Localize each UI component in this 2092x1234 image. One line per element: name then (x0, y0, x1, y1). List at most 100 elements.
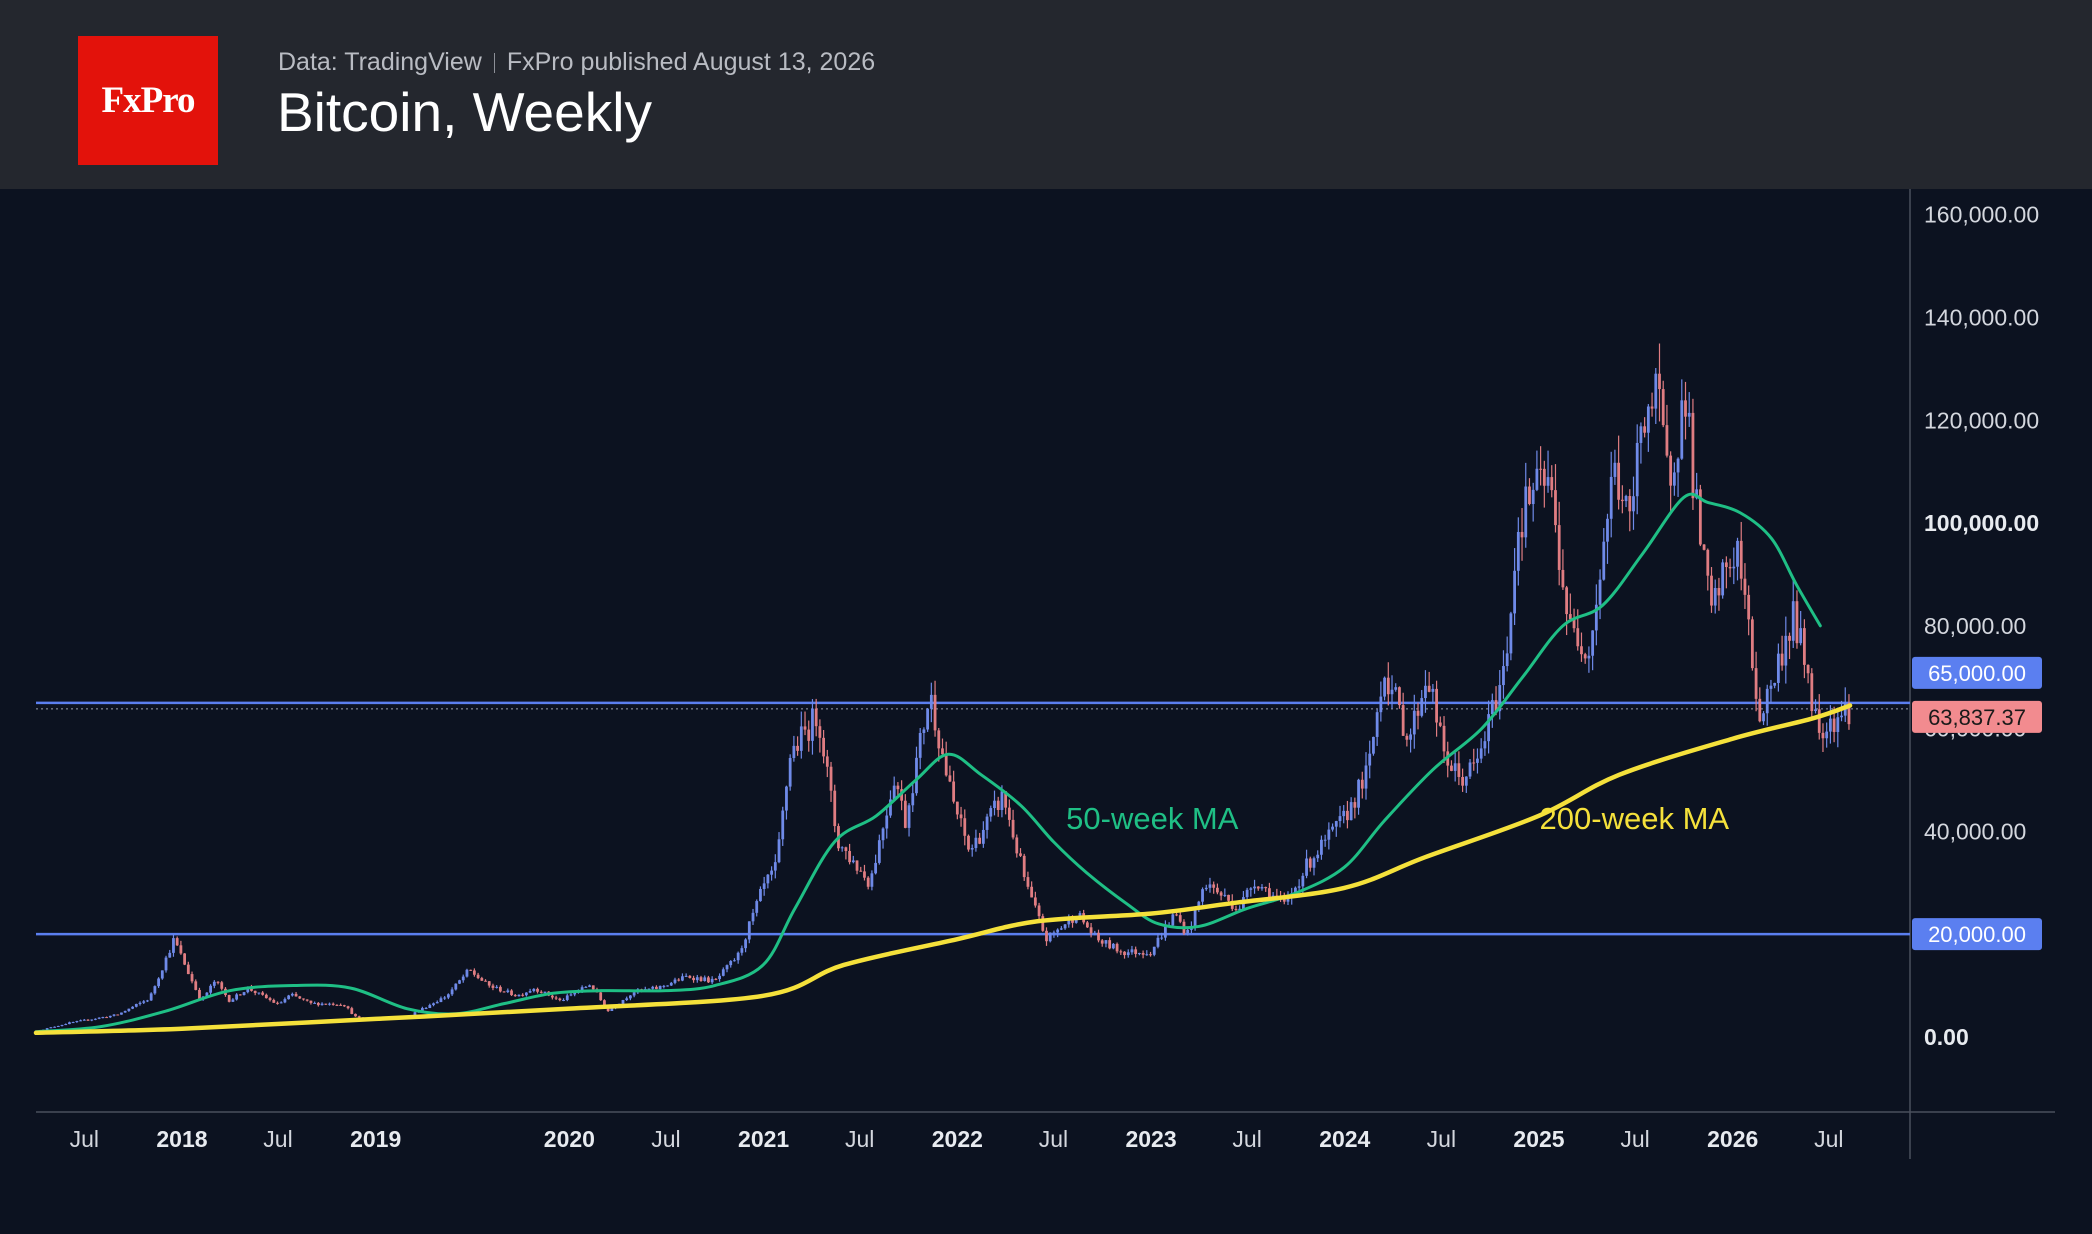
candle-body-470 (1784, 635, 1788, 666)
candle-body-125 (502, 991, 506, 993)
candle-body-425 (1617, 462, 1621, 500)
candle-body-75 (316, 1002, 320, 1006)
candle-body-148 (588, 985, 591, 987)
candle-body-167 (658, 985, 662, 990)
candle-body-368 (1405, 735, 1409, 740)
candle-body-128 (513, 995, 517, 997)
candle-body-414 (1576, 628, 1580, 647)
x-tick-label-9: Jul (1039, 1126, 1068, 1152)
candle-body-367 (1401, 705, 1405, 736)
candle-body-110 (446, 994, 450, 998)
candle-body-283 (1089, 927, 1093, 934)
candle-body-140 (558, 998, 562, 1001)
candle-body-21 (116, 1014, 120, 1016)
candle-body-349 (1334, 821, 1338, 827)
candle-body-62 (268, 998, 272, 1000)
x-tick-label-2: Jul (263, 1126, 292, 1152)
candle-body-427 (1624, 496, 1628, 502)
candle-body-178 (699, 977, 703, 981)
candle-body-214 (833, 790, 837, 827)
candle-body-211 (822, 737, 826, 757)
candle-body-441 (1676, 458, 1680, 473)
candle-body-355 (1357, 779, 1360, 808)
candle-body-351 (1342, 810, 1346, 817)
candle-body-18 (105, 1017, 108, 1019)
candle-body-344 (1316, 854, 1320, 859)
candle-body-123 (495, 986, 499, 988)
x-tick-label-4: 2020 (544, 1126, 595, 1152)
price-chart[interactable]: 160,000.00 140,000.00 120,000.00 100,000.00… (0, 189, 2092, 1234)
candle-body-78 (328, 1003, 331, 1005)
candle-body-223 (866, 877, 870, 887)
candle-body-189 (740, 948, 744, 953)
candle-body-397 (1513, 570, 1517, 614)
candle-body-285 (1097, 932, 1100, 941)
x-tick-label-5: Jul (651, 1126, 680, 1152)
candle-body-231 (896, 785, 900, 790)
x-tick-label-14: 2025 (1513, 1126, 1564, 1152)
candle-body-164 (647, 988, 651, 990)
candle-body-475 (1802, 628, 1806, 665)
separator-icon (493, 52, 495, 73)
candle-body-347 (1327, 829, 1331, 840)
candle-body-29 (146, 1000, 149, 1002)
candle-body-241 (933, 694, 937, 731)
candle-body-49 (220, 982, 224, 989)
candle-body-423 (1609, 476, 1613, 519)
candle-body-335 (1282, 897, 1286, 902)
candle-body-131 (524, 992, 528, 996)
candle-body-339 (1297, 886, 1301, 888)
candle-body-141 (562, 999, 565, 1001)
candle-body-154 (610, 1008, 614, 1011)
candle-body-450 (1710, 575, 1713, 606)
candle-body-45 (205, 992, 209, 997)
candle-body-373 (1424, 685, 1427, 699)
candle-body-435 (1654, 373, 1658, 409)
candle-body-64 (276, 1002, 279, 1004)
candle-body-311 (1193, 906, 1197, 927)
candle-body-443 (1684, 400, 1687, 417)
candle-body-461 (1750, 619, 1754, 669)
candle-body-348 (1331, 826, 1334, 830)
x-tick-label-7: Jul (845, 1126, 874, 1152)
candle-body-254 (981, 829, 985, 844)
candle-body-481 (1825, 731, 1829, 739)
candle-body-191 (747, 921, 751, 940)
y-tick-label-0: 160,000.00 (1924, 202, 2039, 228)
candle-body-203 (792, 745, 796, 758)
candle-body-80 (335, 1004, 339, 1006)
candle-body-51 (227, 995, 231, 1002)
candle-body-5 (56, 1025, 60, 1027)
candle-body-483 (1832, 718, 1836, 733)
candle-body-83 (346, 1006, 350, 1009)
candle-body-386 (1472, 762, 1476, 764)
candle-body-238 (922, 729, 926, 733)
candle-body-28 (142, 1001, 146, 1003)
candle-body-363 (1386, 677, 1390, 695)
candle-body-229 (889, 799, 892, 816)
candle-body-257 (993, 800, 996, 809)
candle-body-358 (1368, 753, 1372, 766)
annotations: 50-week MA 200-week MA (1066, 801, 1729, 836)
candle-body-359 (1372, 736, 1375, 754)
data-source: Data: TradingView (278, 48, 482, 76)
candle-body-345 (1320, 839, 1323, 855)
candle-body-188 (736, 952, 740, 961)
candle-body-290 (1115, 943, 1119, 952)
y-tick-label-7: 0.00 (1924, 1024, 1969, 1050)
candle-body-428 (1628, 496, 1632, 512)
fxpro-logo: FxPro (78, 36, 218, 165)
candle-body-54 (238, 994, 242, 996)
candle-body-451 (1713, 588, 1717, 606)
candle-body-353 (1349, 802, 1353, 821)
candle-body-246 (952, 781, 956, 802)
candle-body-433 (1646, 406, 1650, 433)
candle-body-228 (885, 815, 889, 829)
candle-body-288 (1108, 940, 1112, 949)
candle-body-402 (1531, 489, 1535, 505)
candle-body-253 (978, 837, 982, 844)
candle-body-153 (606, 1007, 610, 1011)
candle-body-338 (1294, 887, 1297, 894)
candle-body-176 (692, 977, 695, 981)
candle-body-256 (989, 808, 993, 817)
